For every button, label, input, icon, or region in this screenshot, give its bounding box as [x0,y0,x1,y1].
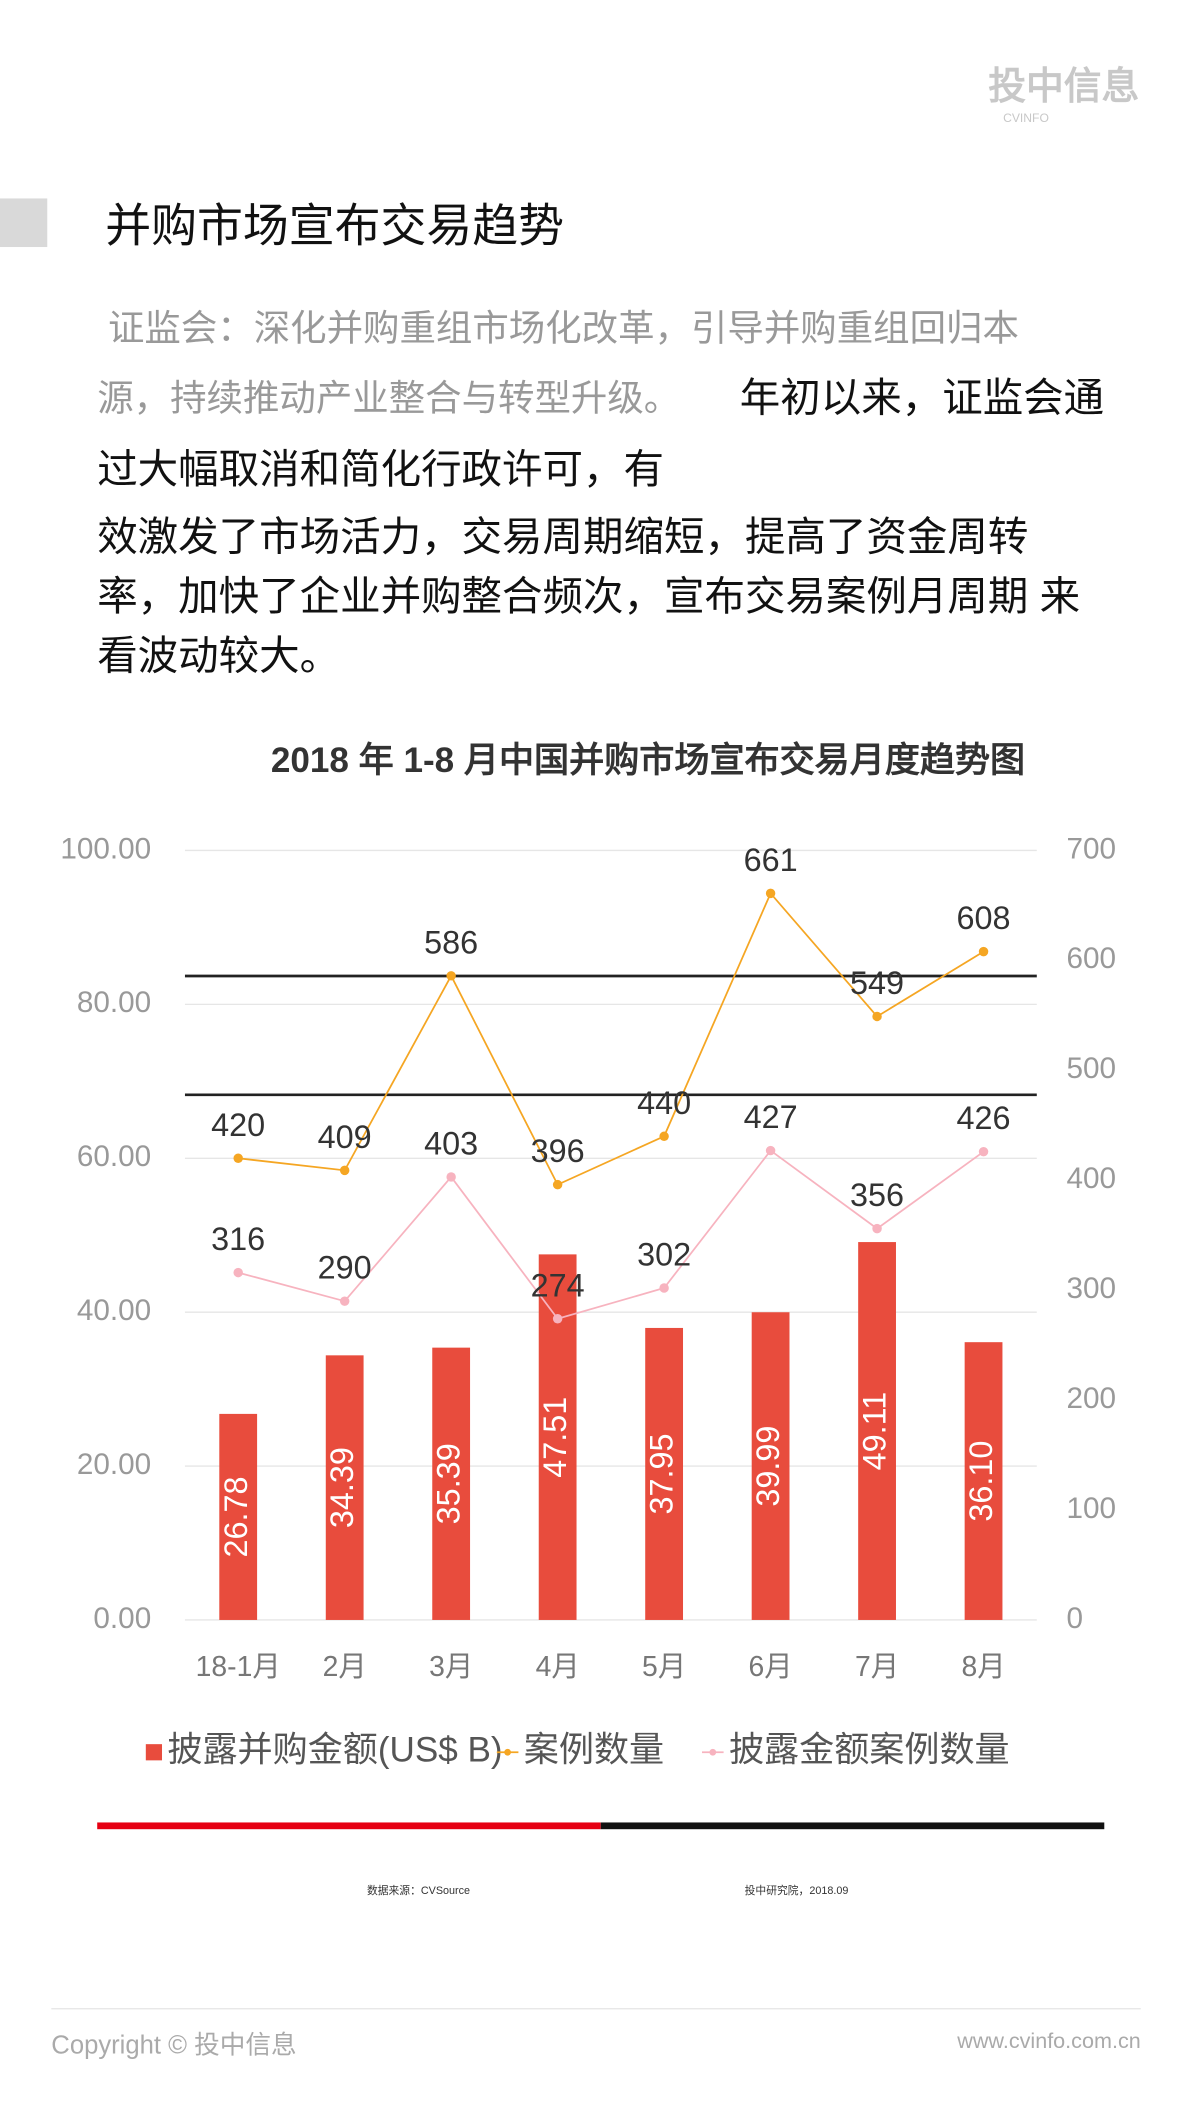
bar-label: 35.39 [431,1443,467,1524]
lead-line: 源，持续推动产业整合与转型升级。 [97,378,680,419]
point [659,1131,669,1142]
bar-label: 34.39 [324,1447,360,1528]
x-tick-label: 3月 [429,1651,473,1683]
point-label: 426 [957,1100,1011,1136]
legend-swatch [504,1748,511,1756]
body-line: 年初以来，证监会通 [740,375,1104,421]
point [339,1165,350,1176]
point [765,888,776,899]
y2-tick-label: 700 [1066,832,1116,865]
copyright: Copyright © 投中信息 [51,2030,296,2059]
y2-tick-label: 0 [1066,1602,1083,1635]
divider-black [600,1822,1105,1830]
series-line [238,891,985,1186]
y2-tick-label: 600 [1066,942,1116,975]
bar [858,1242,896,1620]
bar-label: 37.95 [644,1433,680,1514]
point-label: 420 [211,1107,265,1143]
x-tick-label: 4月 [536,1651,580,1683]
point [872,1011,882,1022]
legend-label: 案例数量 [524,1731,664,1770]
legend-label: 披露并购金额(US$ B) [167,1731,502,1770]
point-label: 356 [850,1177,904,1213]
logo-sub: CVINFO [1003,111,1049,125]
point-label: 302 [637,1236,691,1272]
lead-line: 证监会：深化并购重组市场化改革，引导并购重组回归本 [108,307,1019,348]
point-label: 409 [318,1119,372,1155]
y2-tick-label: 500 [1066,1052,1116,1085]
bar-label: 36.10 [963,1441,999,1522]
x-tick-label: 5月 [642,1651,686,1683]
point [978,946,989,957]
point [339,1296,350,1306]
body-line: 率，加快了企业并购整合频次，宣布交易案例月周期 来 [97,573,1080,619]
bar [432,1347,471,1620]
y-tick-label: 20.00 [77,1448,151,1481]
bar-label: 49.11 [857,1392,893,1471]
y-tick-label: 80.00 [77,986,151,1019]
point-label: 661 [744,842,798,878]
point [446,1172,456,1182]
bar [325,1355,364,1620]
body-line: 过大幅取消和简化行政许可，有 [97,446,664,492]
point [233,1267,243,1278]
legend-swatch [145,1744,163,1761]
source: 数据来源：CVSource [367,1884,470,1897]
point [552,1314,563,1324]
credit: 投中研究院，2018.09 [745,1884,849,1897]
point-label: 290 [318,1250,372,1286]
bar [219,1413,258,1620]
x-tick-label: 18-1月 [196,1651,281,1683]
chart-title: 2018 年 1-8 月中国并购市场宣布交易月度趋势图 [271,740,1025,780]
point-label: 427 [744,1099,798,1135]
y2-tick-label: 200 [1066,1382,1116,1415]
y-tick-label: 60.00 [77,1140,151,1173]
y-tick-label: 40.00 [77,1294,151,1327]
bar [645,1327,684,1620]
bar [964,1342,1003,1620]
point [552,1179,563,1190]
x-tick-label: 8月 [962,1651,1006,1683]
point-label: 549 [850,965,904,1001]
page-title: 并购市场宣布交易趋势 [105,200,564,252]
bar-label: 39.99 [750,1426,786,1507]
bar [751,1312,790,1620]
logo: 投中信息 [988,66,1139,108]
point [233,1153,243,1163]
series-line [237,1149,985,1320]
divider-red [97,1822,601,1830]
point-label: 403 [424,1125,478,1161]
point-label: 586 [424,924,478,960]
x-tick-label: 2月 [323,1651,367,1683]
y-tick-label: 0.00 [93,1602,151,1635]
x-tick-label: 6月 [749,1651,793,1683]
point [978,1146,989,1157]
point [446,971,456,981]
point-label: 440 [637,1085,691,1121]
bar-label: 26.78 [218,1476,254,1557]
point-label: 274 [531,1267,585,1303]
point [872,1223,882,1234]
y-tick-label: 100.00 [60,832,151,865]
point-label: 608 [957,900,1011,936]
y2-tick-label: 100 [1066,1492,1116,1525]
title-block [0,198,48,248]
point-label: 316 [211,1221,265,1257]
footer-url: www.cvinfo.com.cn [956,2028,1140,2053]
y2-tick-label: 300 [1066,1272,1116,1305]
legend-label: 披露金额案例数量 [729,1731,1010,1770]
legend-swatch [709,1748,717,1756]
point [765,1145,776,1156]
body-line: 效激发了市场活力，交易周期缩短，提高了资金周转 [97,514,1028,560]
x-tick-label: 7月 [855,1651,899,1683]
point-label: 396 [531,1133,585,1169]
bar-label: 47.51 [537,1397,573,1478]
body-line: 看波动较大。 [97,632,340,678]
y2-tick-label: 400 [1066,1162,1116,1195]
point [659,1283,669,1293]
